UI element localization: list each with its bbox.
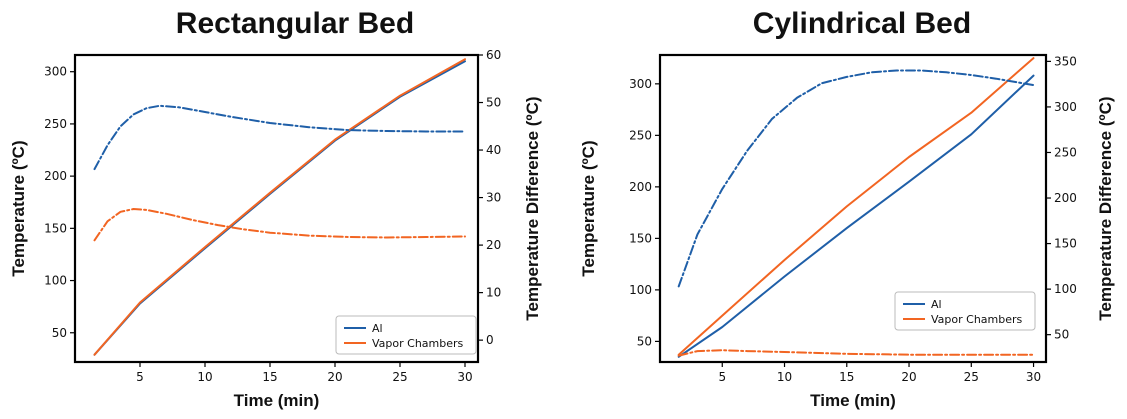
y2-tick-label: 20 bbox=[486, 238, 501, 252]
chart-title: Rectangular Bed bbox=[176, 7, 414, 40]
x-tick-label: 5 bbox=[718, 370, 726, 384]
x-tick-label: 30 bbox=[457, 370, 472, 384]
legend-label: Al bbox=[372, 322, 383, 335]
temperature-line-al bbox=[677, 74, 1035, 358]
legend-label: Vapor Chambers bbox=[931, 313, 1023, 326]
x-tick-label: 15 bbox=[839, 370, 854, 384]
y2-tick-label: 50 bbox=[1054, 328, 1069, 342]
x-tick-label: 10 bbox=[197, 370, 212, 384]
y-tick-label: 200 bbox=[629, 180, 652, 194]
legend-box bbox=[894, 291, 1036, 331]
temperature-line-vapor-chambers bbox=[93, 58, 466, 356]
y2-tick-label: 300 bbox=[1054, 100, 1077, 114]
y-axis-label: Temperature (ºC) bbox=[579, 140, 598, 276]
y2-tick-label: 50 bbox=[486, 96, 501, 110]
legend-box bbox=[335, 315, 477, 355]
plot-frame bbox=[658, 53, 1048, 364]
difference-line-al bbox=[677, 69, 1035, 288]
y2-tick-label: 150 bbox=[1054, 237, 1077, 251]
legend: Al Vapor Chambers bbox=[335, 315, 477, 355]
y-tick-label: 50 bbox=[637, 334, 652, 348]
temperature-line-al bbox=[93, 60, 466, 356]
y2-tick-label: 10 bbox=[486, 286, 501, 300]
y2-tick-label: 60 bbox=[486, 48, 501, 62]
x-tick-label: 25 bbox=[392, 370, 407, 384]
series-group bbox=[677, 57, 1035, 358]
y2-tick-label: 30 bbox=[486, 191, 501, 205]
y-tick-label: 250 bbox=[44, 117, 67, 131]
x-tick-label: 30 bbox=[1026, 370, 1041, 384]
x-tick-label: 10 bbox=[777, 370, 792, 384]
y-tick-label: 150 bbox=[44, 221, 67, 235]
series-group bbox=[93, 58, 466, 356]
x-tick-label: 25 bbox=[964, 370, 979, 384]
difference-line-vapor-chambers bbox=[677, 349, 1035, 357]
x-axis-label: Time (min) bbox=[234, 391, 320, 410]
legend: Al Vapor Chambers bbox=[894, 291, 1036, 331]
x-axis-label: Time (min) bbox=[810, 391, 896, 410]
y2-tick-label: 200 bbox=[1054, 191, 1077, 205]
x-tick-label: 20 bbox=[901, 370, 916, 384]
y2-axis-label: Temperature Difference (ºC) bbox=[1096, 96, 1115, 320]
difference-line-al bbox=[93, 104, 466, 171]
y-tick-label: 100 bbox=[629, 283, 652, 297]
difference-line-vapor-chambers bbox=[93, 208, 466, 242]
chart-2: Cylindrical Bed 5 10 15 20 25 30 50 100 150 200 250… bbox=[579, 7, 1115, 410]
y-tick-label: 50 bbox=[52, 326, 67, 340]
y-axis-label: Temperature (ºC) bbox=[9, 140, 28, 276]
x-tick-label: 20 bbox=[327, 370, 342, 384]
y2-tick-label: 350 bbox=[1054, 54, 1077, 68]
y-tick-label: 250 bbox=[629, 128, 652, 142]
temperature-line-vapor-chambers bbox=[677, 57, 1035, 356]
y2-tick-label: 40 bbox=[486, 143, 501, 157]
y-tick-label: 300 bbox=[629, 77, 652, 91]
y2-tick-label: 100 bbox=[1054, 282, 1077, 296]
y2-axis-label: Temperature Difference (ºC) bbox=[523, 96, 542, 320]
plot-frame bbox=[73, 53, 480, 364]
legend-label: Vapor Chambers bbox=[372, 337, 464, 350]
y-tick-label: 100 bbox=[44, 274, 67, 288]
y-tick-label: 150 bbox=[629, 231, 652, 245]
x-tick-label: 5 bbox=[136, 370, 144, 384]
y-tick-label: 300 bbox=[44, 65, 67, 79]
y2-tick-label: 250 bbox=[1054, 145, 1077, 159]
legend-label: Al bbox=[931, 298, 942, 311]
y2-tick-label: 0 bbox=[486, 333, 494, 347]
chart-title: Cylindrical Bed bbox=[753, 7, 971, 40]
x-tick-label: 15 bbox=[262, 370, 277, 384]
y-tick-label: 200 bbox=[44, 169, 67, 183]
